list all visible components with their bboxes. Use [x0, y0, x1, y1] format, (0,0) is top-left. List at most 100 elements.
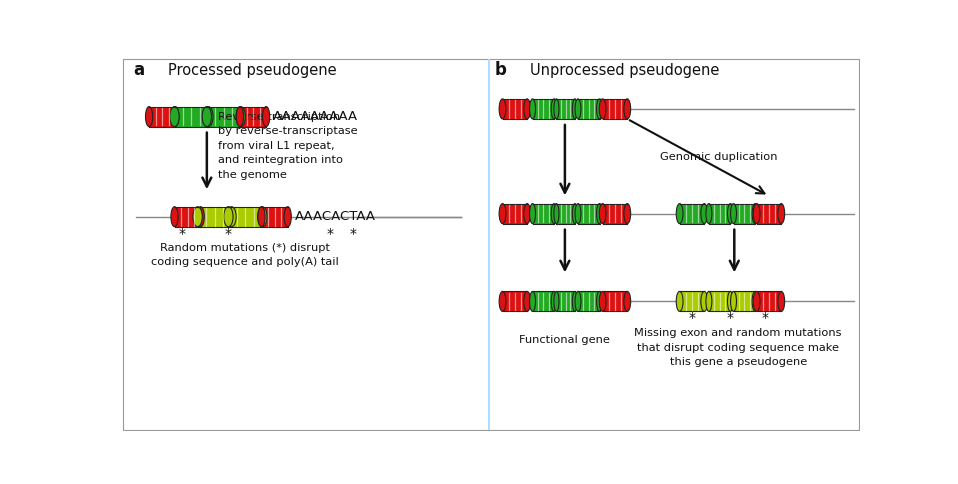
Ellipse shape: [524, 99, 531, 119]
Ellipse shape: [554, 99, 559, 119]
Ellipse shape: [262, 106, 270, 127]
Text: Reverse transcription
by reverse-transcriptase
from viral L1 repeat,
and reinteg: Reverse transcription by reverse-transcr…: [218, 112, 358, 180]
Ellipse shape: [554, 291, 559, 311]
Ellipse shape: [171, 106, 179, 127]
Bar: [557, 204, 575, 224]
Bar: [578, 291, 600, 311]
Bar: [503, 204, 527, 224]
Text: AAAAAAAAA: AAAAAAAAA: [273, 110, 358, 123]
Bar: [503, 99, 527, 119]
Bar: [533, 99, 554, 119]
Ellipse shape: [224, 207, 233, 227]
Bar: [734, 204, 755, 224]
Ellipse shape: [597, 291, 603, 311]
Bar: [533, 204, 554, 224]
Bar: [578, 99, 600, 119]
Ellipse shape: [676, 291, 683, 311]
Ellipse shape: [258, 207, 265, 227]
Bar: [757, 291, 782, 311]
Ellipse shape: [624, 291, 630, 311]
Ellipse shape: [202, 106, 212, 127]
Ellipse shape: [701, 204, 708, 224]
Ellipse shape: [554, 204, 559, 224]
Bar: [603, 99, 627, 119]
Bar: [228, 207, 262, 227]
Ellipse shape: [285, 207, 291, 227]
Ellipse shape: [731, 291, 737, 311]
Bar: [679, 291, 704, 311]
Text: b: b: [495, 61, 507, 79]
Text: Genomic duplication: Genomic duplication: [660, 152, 778, 163]
Ellipse shape: [731, 204, 737, 224]
Text: *: *: [727, 311, 734, 325]
Text: AAACACTAA: AAACACTAA: [295, 210, 376, 223]
Ellipse shape: [778, 204, 785, 224]
Ellipse shape: [530, 204, 536, 224]
Ellipse shape: [778, 291, 785, 311]
Text: Functional gene: Functional gene: [519, 335, 610, 345]
Text: a: a: [133, 61, 144, 79]
Ellipse shape: [197, 207, 204, 227]
Text: *: *: [689, 311, 696, 325]
Ellipse shape: [499, 291, 506, 311]
Ellipse shape: [753, 291, 760, 311]
Ellipse shape: [530, 291, 536, 311]
Text: Random mutations (*) disrupt
coding sequence and poly(A) tail: Random mutations (*) disrupt coding sequ…: [151, 243, 339, 267]
Ellipse shape: [575, 99, 581, 119]
Ellipse shape: [727, 291, 734, 311]
Ellipse shape: [597, 99, 603, 119]
Ellipse shape: [706, 204, 712, 224]
Ellipse shape: [524, 291, 531, 311]
Ellipse shape: [624, 204, 630, 224]
Ellipse shape: [227, 207, 236, 227]
Ellipse shape: [676, 204, 683, 224]
Ellipse shape: [499, 204, 506, 224]
Bar: [149, 106, 175, 127]
Bar: [734, 291, 755, 311]
Text: *: *: [225, 227, 232, 241]
Bar: [262, 207, 287, 227]
Ellipse shape: [551, 99, 558, 119]
Bar: [207, 106, 240, 127]
Bar: [533, 291, 554, 311]
Ellipse shape: [551, 204, 558, 224]
Bar: [757, 204, 782, 224]
Bar: [197, 207, 232, 227]
Ellipse shape: [600, 204, 606, 224]
Bar: [174, 207, 200, 227]
Bar: [174, 106, 209, 127]
Ellipse shape: [524, 204, 531, 224]
Ellipse shape: [600, 99, 606, 119]
Ellipse shape: [752, 204, 758, 224]
Ellipse shape: [237, 106, 243, 127]
Bar: [709, 204, 730, 224]
Bar: [603, 291, 627, 311]
Ellipse shape: [600, 291, 606, 311]
Text: Unprocessed pseudogene: Unprocessed pseudogene: [530, 63, 719, 78]
Text: *: *: [762, 311, 768, 325]
Ellipse shape: [170, 106, 179, 127]
Ellipse shape: [572, 99, 578, 119]
Ellipse shape: [753, 204, 760, 224]
Ellipse shape: [171, 207, 178, 227]
Bar: [503, 291, 527, 311]
Ellipse shape: [727, 204, 734, 224]
Ellipse shape: [530, 99, 536, 119]
Ellipse shape: [701, 291, 708, 311]
Ellipse shape: [551, 291, 558, 311]
Text: Processed pseudogene: Processed pseudogene: [169, 63, 337, 78]
Text: *: *: [350, 227, 356, 241]
Ellipse shape: [624, 99, 630, 119]
Ellipse shape: [575, 204, 581, 224]
Ellipse shape: [146, 106, 152, 127]
Bar: [679, 204, 704, 224]
Ellipse shape: [575, 291, 581, 311]
Ellipse shape: [572, 291, 578, 311]
Text: *: *: [179, 227, 186, 241]
Text: Missing exon and random mutations
that disrupt coding sequence make
this gene a : Missing exon and random mutations that d…: [634, 328, 842, 367]
Bar: [557, 291, 575, 311]
Ellipse shape: [597, 204, 603, 224]
Ellipse shape: [204, 106, 213, 127]
Ellipse shape: [499, 99, 506, 119]
Bar: [709, 291, 730, 311]
